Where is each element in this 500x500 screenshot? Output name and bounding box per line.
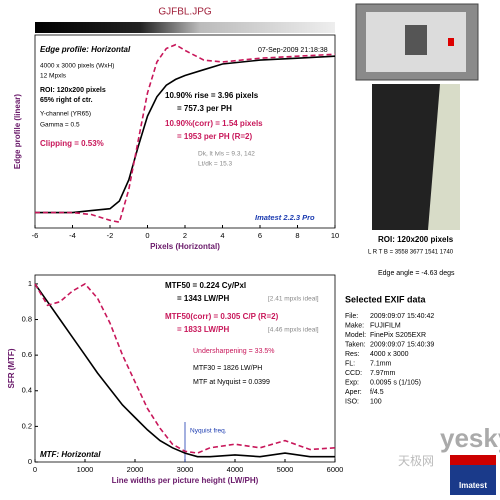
annotation: Dk, lt lvls = 9.3, 142 <box>198 151 255 158</box>
watermark-site: yesky <box>440 423 500 453</box>
exif-value: FinePix S205EXR <box>370 332 426 339</box>
annotation: Edge profile: Horizontal <box>40 45 131 54</box>
exif-value: 100 <box>370 398 382 405</box>
exif-value: f/4.5 <box>370 389 384 396</box>
annotation: Y-channel (YR65) <box>40 111 91 118</box>
exif-label: Res: <box>345 351 359 358</box>
annotation: = 1833 LW/PH <box>177 325 229 334</box>
exif-value: 0.0095 s (1/105) <box>370 379 421 386</box>
x-tick-label: 1000 <box>77 465 94 474</box>
y-tick-label: 0 <box>28 457 32 466</box>
x-tick-label: 10 <box>331 231 339 240</box>
annotation: 4000 x 3000 pixels (WxH) <box>40 63 114 70</box>
annotation: Clipping = 0.53% <box>40 139 104 148</box>
x-axis-label: Line widths per picture height (LW/PH) <box>112 476 259 485</box>
x-tick-label: 4 <box>220 231 224 240</box>
series-line <box>34 282 336 454</box>
annotation: MTF at Nyquist = 0.0399 <box>193 379 270 386</box>
thumb-roi <box>448 38 454 46</box>
y-tick-label: 0.2 <box>22 421 32 430</box>
annotation: [2.41 mpxls ideal] <box>268 296 319 303</box>
series-line <box>34 283 335 458</box>
annotation: 65% right of ctr. <box>40 97 93 104</box>
annotation: MTF50(corr) = 0.305 C/P (R=2) <box>165 312 279 321</box>
x-tick-label: 6 <box>258 231 262 240</box>
y-tick-label: 1 <box>28 279 32 288</box>
annotation: MTF30 = 1826 LW/PH <box>193 365 262 372</box>
annotation: Gamma = 0.5 <box>40 122 80 129</box>
logo-stripe <box>450 455 496 465</box>
roi-edge <box>428 84 460 230</box>
exif-label: Aper: <box>345 389 362 396</box>
x-tick-label: 8 <box>295 231 299 240</box>
logo-text: Imatest <box>459 481 487 490</box>
annotation: 10.90% rise = 3.96 pixels <box>165 91 259 100</box>
exif-value: 2009:09:07 15:40:39 <box>370 341 434 348</box>
y-tick-label: 0.6 <box>22 350 32 359</box>
series-line <box>35 43 336 224</box>
edge-strip <box>35 22 335 33</box>
annotation: Imatest 2.2.3 Pro <box>255 213 315 222</box>
plot-area <box>34 34 336 229</box>
exif-label: Taken: <box>345 341 366 348</box>
exif-label: Model: <box>345 332 366 339</box>
x-axis-label: Pixels (Horizontal) <box>150 242 220 251</box>
y-tick-label: 0.4 <box>22 386 32 395</box>
watermark-cn: 天极网 <box>398 454 434 468</box>
x-tick-label: 4000 <box>227 465 244 474</box>
exif-title: Selected EXIF data <box>345 294 427 304</box>
thumb-block <box>405 25 427 55</box>
y-axis-label: SFR (MTF) <box>7 348 16 388</box>
annotation: Nyquist freq. <box>190 428 227 435</box>
exif-label: Make: <box>345 322 364 329</box>
exif-label: File: <box>345 313 358 320</box>
x-tick-label: 2 <box>183 231 187 240</box>
annotation: MTF50 = 0.224 Cy/Pxl <box>165 281 246 290</box>
annotation: Lt/dk = 15.3 <box>198 161 233 168</box>
annotation: ROI: 120x200 pixels <box>40 87 106 94</box>
exif-label: FL: <box>345 360 355 367</box>
annotation: [4.46 mpxls ideal] <box>268 327 319 334</box>
x-tick-label: 0 <box>145 231 149 240</box>
roi-label: ROI: 120x200 pixels <box>378 235 454 244</box>
exif-value: 4000 x 3000 <box>370 351 409 358</box>
exif-value: 2009:09:07 15:40:42 <box>370 313 434 320</box>
annotation: MTF: Horizontal <box>40 450 101 459</box>
exif-value: FUJIFILM <box>370 322 401 329</box>
x-tick-label: -2 <box>107 231 114 240</box>
annotation: = 1343 LW/PH <box>177 294 229 303</box>
annotation: Undersharpening = 33.5% <box>193 348 275 355</box>
x-tick-label: -4 <box>69 231 76 240</box>
chart-title: GJFBL.JPG <box>158 7 212 18</box>
annotation: = 1953 per PH (R=2) <box>177 132 252 141</box>
annotation: 12 Mpxls <box>40 73 67 80</box>
exif-label: Exp: <box>345 379 359 386</box>
x-tick-label: 2000 <box>127 465 144 474</box>
x-tick-label: -6 <box>32 231 39 240</box>
x-tick-label: 6000 <box>327 465 344 474</box>
exif-value: 7.97mm <box>370 370 395 377</box>
annotation: = 757.3 per PH <box>177 104 232 113</box>
annotation: 07-Sep-2009 21:18:38 <box>258 47 328 54</box>
x-tick-label: 0 <box>33 465 37 474</box>
x-tick-label: 3000 <box>177 465 194 474</box>
edge-angle: Edge angle = -4.63 degs <box>378 270 455 277</box>
exif-value: 7.1mm <box>370 360 392 367</box>
y-tick-label: 0.8 <box>22 315 32 324</box>
series-line <box>35 55 336 214</box>
y-axis-label: Edge profile (linear) <box>13 94 22 169</box>
exif-label: ISO: <box>345 398 359 405</box>
exif-label: CCD: <box>345 370 362 377</box>
annotation: 10.90%(corr) = 1.54 pixels <box>165 119 263 128</box>
x-tick-label: 5000 <box>277 465 294 474</box>
roi-coords: L R T B = 3558 3677 1541 1740 <box>368 250 454 256</box>
